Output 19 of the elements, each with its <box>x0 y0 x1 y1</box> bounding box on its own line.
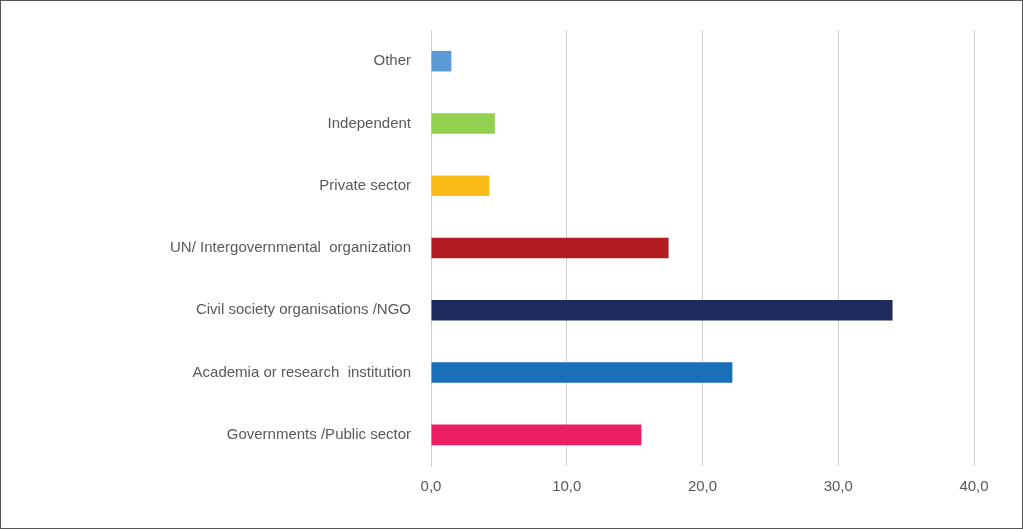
x-tick-label: 40,0 <box>959 477 989 495</box>
bar <box>431 50 452 72</box>
y-tick-label: Civil society organisations /NGO <box>195 300 411 318</box>
y-tick-label: UN/ Intergovernmental organization <box>170 238 411 256</box>
x-tick-label: 10,0 <box>552 477 582 495</box>
y-tick-label: Independent <box>327 113 412 131</box>
x-tick-label: 30,0 <box>823 477 853 495</box>
y-tick-label: Academia or research institution <box>192 362 411 380</box>
bar <box>431 113 495 134</box>
bar <box>431 300 893 321</box>
bar <box>431 237 669 259</box>
x-tick-label: 0,0 <box>420 477 442 495</box>
bar <box>431 175 490 196</box>
bar <box>431 362 733 383</box>
x-tick-label: 20,0 <box>687 477 718 495</box>
y-tick-label: Private sector <box>319 175 411 193</box>
y-tick-label: Other <box>373 51 411 69</box>
y-tick-label: Governments /Public sector <box>226 425 411 442</box>
bar <box>431 424 642 446</box>
